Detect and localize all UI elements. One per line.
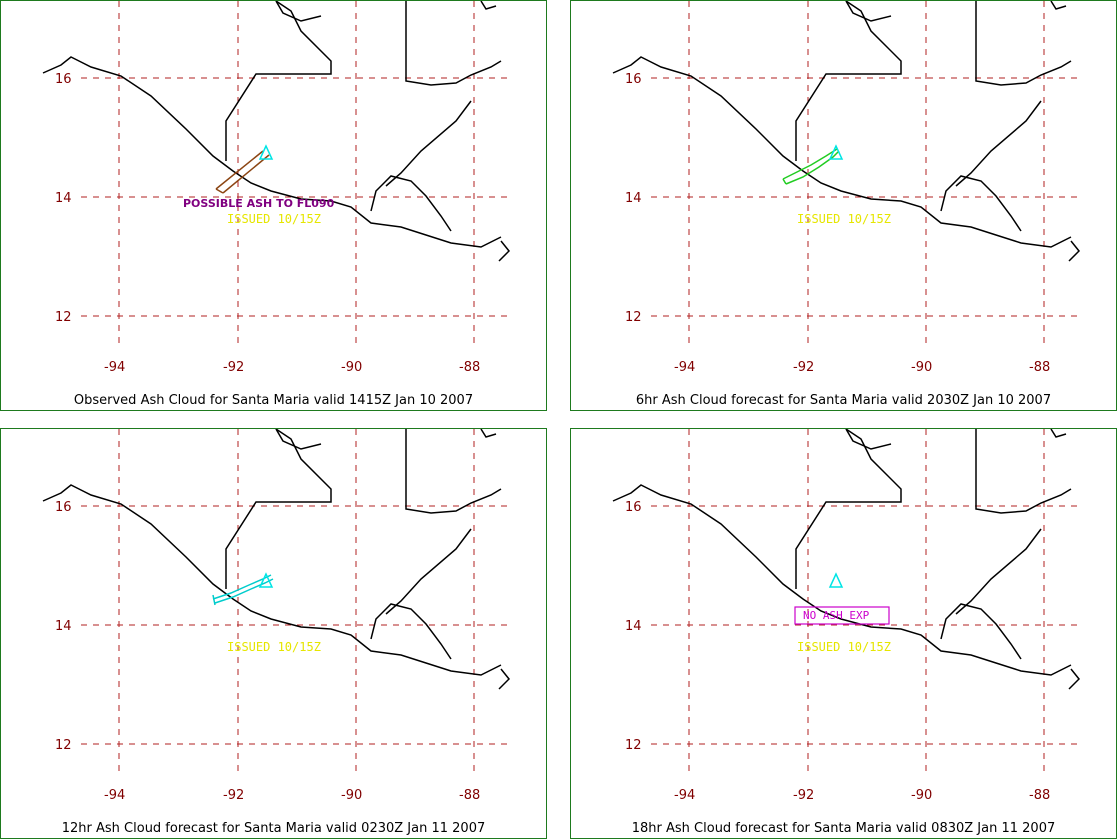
volcano-triangle-icon (258, 572, 274, 588)
lon-labels: -94 -92 -90 -88 (104, 788, 480, 803)
lat-tick-14: 14 (55, 191, 72, 206)
lon-tick-92: -92 (793, 788, 814, 803)
lon-labels: -94 -92 -90 -88 (104, 360, 480, 375)
map-panel-6hr: ISSUED 10/15Z 16 14 12 -94 -92 -90 -88 6… (570, 0, 1117, 411)
lon-tick-88: -88 (459, 788, 480, 803)
map-canvas: NO ASH EXP ISSUED 10/15Z 16 14 12 -94 -9… (612, 429, 1081, 803)
lon-tick-94: -94 (104, 788, 125, 803)
volcano-triangle-icon (258, 144, 274, 160)
map-canvas: ISSUED 10/15Z 16 14 12 -94 -92 -90 -88 (42, 429, 511, 803)
lat-tick-12: 12 (625, 310, 642, 325)
panel-caption: 6hr Ash Cloud forecast for Santa Maria v… (635, 393, 1052, 408)
coastline-borders (42, 429, 511, 690)
lat-labels: 16 14 12 (625, 72, 642, 325)
map-canvas: ISSUED 10/15Z 16 14 12 -94 -92 -90 -88 (612, 1, 1081, 375)
lon-tick-90: -90 (911, 360, 932, 375)
coastline-borders (612, 1, 1081, 262)
lat-tick-16: 16 (55, 500, 72, 515)
issued-label: ISSUED 10/15Z (227, 212, 321, 226)
panel-caption: 18hr Ash Cloud forecast for Santa Maria … (631, 821, 1056, 836)
ash-cloud-polygon (215, 150, 270, 194)
map-panel-12hr: ISSUED 10/15Z 16 14 12 -94 -92 -90 -88 1… (0, 428, 547, 839)
lat-tick-16: 16 (625, 72, 642, 87)
lon-tick-92: -92 (223, 360, 244, 375)
no-ash-label: NO ASH EXP (803, 609, 870, 622)
lat-labels: 16 14 12 (625, 500, 642, 753)
lat-lon-grid (651, 429, 1079, 774)
lon-tick-94: -94 (674, 788, 695, 803)
lat-tick-12: 12 (625, 738, 642, 753)
ash-cloud-polygon (212, 574, 274, 606)
issued-label: ISSUED 10/15Z (227, 640, 321, 654)
lat-tick-14: 14 (625, 191, 642, 206)
lat-lon-grid (81, 429, 509, 774)
lon-tick-90: -90 (341, 360, 362, 375)
lat-tick-14: 14 (625, 619, 642, 634)
lon-tick-88: -88 (1029, 360, 1050, 375)
lat-tick-12: 12 (55, 738, 72, 753)
map-panel-18hr: NO ASH EXP ISSUED 10/15Z 16 14 12 -94 -9… (570, 428, 1117, 839)
panel-caption: Observed Ash Cloud for Santa Maria valid… (73, 393, 474, 408)
issued-label: ISSUED 10/15Z (797, 640, 891, 654)
lat-lon-grid (81, 1, 509, 346)
ash-label: POSSIBLE ASH TO FL090 (183, 197, 335, 210)
map-canvas: POSSIBLE ASH TO FL090 ISSUED 10/15Z 16 1… (42, 1, 511, 375)
lat-labels: 16 14 12 (55, 72, 72, 325)
lat-tick-14: 14 (55, 619, 72, 634)
lat-tick-16: 16 (55, 72, 72, 87)
lon-labels: -94 -92 -90 -88 (674, 360, 1050, 375)
lon-tick-88: -88 (459, 360, 480, 375)
panel-caption: 12hr Ash Cloud forecast for Santa Maria … (61, 821, 486, 836)
lon-tick-94: -94 (674, 360, 695, 375)
ash-cloud-polygon (782, 148, 840, 185)
volcano-triangle-icon (828, 144, 844, 160)
volcano-triangle-icon (828, 572, 844, 588)
lon-tick-90: -90 (341, 788, 362, 803)
lon-tick-94: -94 (104, 360, 125, 375)
lat-labels: 16 14 12 (55, 500, 72, 753)
lat-tick-12: 12 (55, 310, 72, 325)
map-panel-observed: POSSIBLE ASH TO FL090 ISSUED 10/15Z 16 1… (0, 0, 547, 411)
no-ash-box (794, 606, 890, 625)
lon-tick-88: -88 (1029, 788, 1050, 803)
issued-label: ISSUED 10/15Z (797, 212, 891, 226)
lon-labels: -94 -92 -90 -88 (674, 788, 1050, 803)
lon-tick-92: -92 (793, 360, 814, 375)
lon-tick-92: -92 (223, 788, 244, 803)
lat-tick-16: 16 (625, 500, 642, 515)
coastline-borders (42, 1, 511, 262)
lon-tick-90: -90 (911, 788, 932, 803)
coastline-borders (612, 429, 1081, 690)
lat-lon-grid (651, 1, 1079, 346)
